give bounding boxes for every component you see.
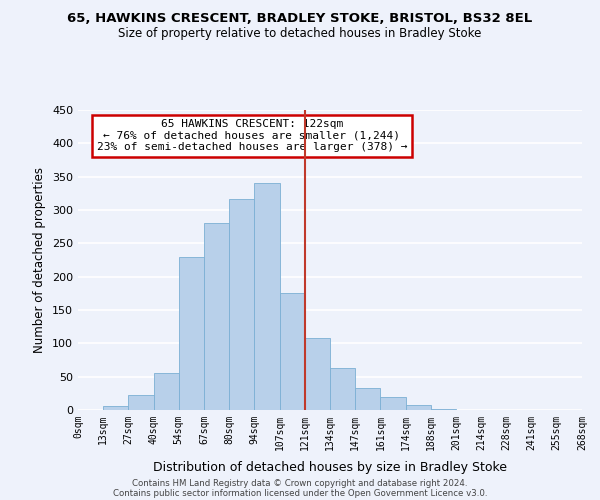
Bar	[406, 406, 431, 410]
Bar	[330, 368, 355, 410]
Bar	[179, 256, 204, 410]
Bar	[355, 388, 380, 410]
Bar	[305, 338, 330, 410]
Bar	[229, 198, 254, 410]
Bar	[154, 374, 179, 410]
Bar	[103, 406, 128, 410]
X-axis label: Distribution of detached houses by size in Bradley Stoke: Distribution of detached houses by size …	[153, 461, 507, 474]
Bar	[128, 396, 154, 410]
Text: Size of property relative to detached houses in Bradley Stoke: Size of property relative to detached ho…	[118, 28, 482, 40]
Y-axis label: Number of detached properties: Number of detached properties	[34, 167, 46, 353]
Text: 65, HAWKINS CRESCENT, BRADLEY STOKE, BRISTOL, BS32 8EL: 65, HAWKINS CRESCENT, BRADLEY STOKE, BRI…	[67, 12, 533, 26]
Bar	[431, 408, 456, 410]
Bar	[280, 294, 305, 410]
Text: 65 HAWKINS CRESCENT: 122sqm
← 76% of detached houses are smaller (1,244)
23% of : 65 HAWKINS CRESCENT: 122sqm ← 76% of det…	[97, 119, 407, 152]
Text: Contains public sector information licensed under the Open Government Licence v3: Contains public sector information licen…	[113, 488, 487, 498]
Bar	[380, 398, 406, 410]
Bar	[204, 224, 229, 410]
Bar	[254, 184, 280, 410]
Text: Contains HM Land Registry data © Crown copyright and database right 2024.: Contains HM Land Registry data © Crown c…	[132, 478, 468, 488]
